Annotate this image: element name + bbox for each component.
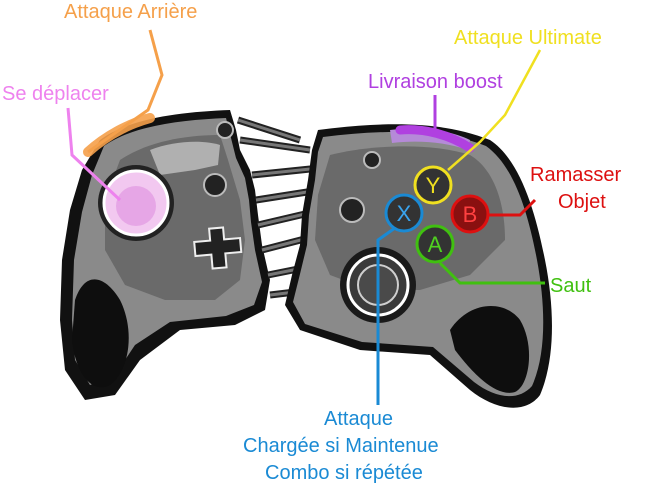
controller-left-half (60, 110, 323, 400)
callout-line-attaque (376, 226, 396, 405)
callout-line-ramasser-objet (488, 198, 537, 217)
face-button-x: X (384, 193, 424, 233)
face-button-x-label: X (397, 201, 412, 226)
face-button-y: Y (413, 165, 453, 205)
label-objet: Objet (558, 191, 606, 213)
face-button-b-label: B (463, 202, 478, 227)
label-attaque-arriere: Attaque Arrière (64, 1, 198, 23)
controller-right-half (285, 124, 552, 408)
callout-line-attaque-ultimate (447, 49, 542, 171)
label-livraison-boost: Livraison boost (368, 71, 503, 93)
label-se-deplacer: Se déplacer (2, 83, 109, 105)
callout-line-saut (438, 261, 545, 285)
dpad-icon (193, 226, 243, 270)
label-combo-si-repetee: Combo si répétée (265, 462, 423, 484)
label-attaque: Attaque (324, 408, 393, 430)
label-chargee-si-maintenue: Chargée si Maintenue (243, 435, 439, 457)
callout-line-se-deplacer (66, 107, 122, 202)
face-button-b: B (450, 194, 490, 234)
label-saut: Saut (550, 275, 592, 297)
label-ramasser: Ramasser (530, 164, 622, 186)
face-button-a: A (415, 224, 455, 264)
face-button-a-label: A (428, 232, 443, 257)
face-button-y-label: Y (426, 173, 441, 198)
label-attaque-ultimate: Attaque Ultimate (454, 27, 602, 49)
